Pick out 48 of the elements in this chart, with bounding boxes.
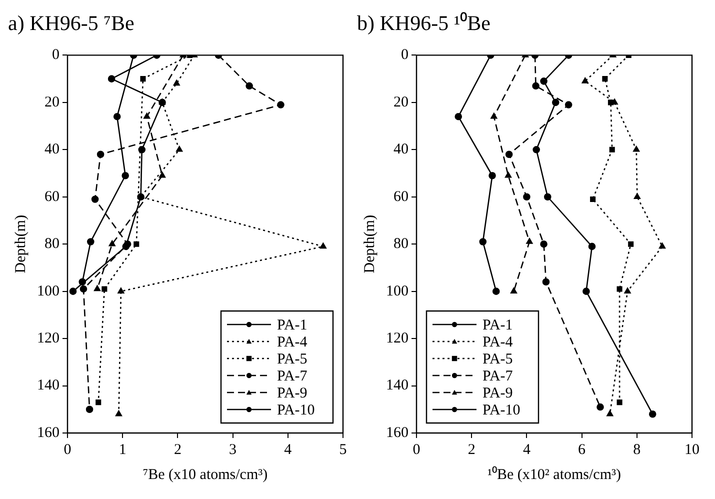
y-tick-label: 160 [37, 424, 60, 441]
x-tick-label: 4 [284, 442, 292, 458]
legend-label: PA-9 [277, 385, 308, 402]
x-tick-label: 5 [339, 442, 347, 458]
x-axis-title: ¹⁰Be (x10² atoms/cm³) [488, 466, 621, 483]
legend-label: PA-4 [482, 334, 514, 350]
x-tick-label: 8 [633, 442, 641, 458]
y-axis-title: Depth(m) [12, 214, 29, 274]
y-tick-label: 60 [44, 188, 60, 205]
legend-label: PA-1 [277, 317, 308, 334]
y-tick-label: 40 [44, 142, 60, 158]
legend-label: PA-4 [277, 334, 308, 350]
x-tick-label: 2 [468, 442, 476, 458]
x-tick-label: 10 [684, 442, 700, 458]
legend-label: PA-9 [482, 385, 513, 402]
legend-label: PA-7 [277, 368, 308, 384]
x-tick-label: 2 [174, 442, 182, 458]
y-tick-label: 100 [37, 283, 60, 300]
x-axis-title: ⁷Be (x10 atoms/cm³) [142, 466, 268, 483]
y-tick-label: 140 [386, 378, 408, 394]
y-tick-label: 40 [394, 142, 408, 158]
chart-title: b) KH96-5 ¹⁰Be [357, 11, 490, 36]
legend-label: PA-10 [482, 402, 520, 418]
y-tick-label: 140 [37, 378, 60, 394]
y-tick-label: 60 [394, 188, 408, 205]
x-tick-label: 3 [229, 442, 237, 458]
y-tick-label: 80 [394, 236, 408, 252]
y-tick-label: 80 [44, 236, 60, 252]
chart-title: a) KH96-5 ⁷Be [8, 11, 134, 36]
x-tick-label: 6 [578, 442, 586, 458]
x-tick-label: 0 [64, 442, 72, 458]
legend-label: PA-1 [482, 317, 513, 334]
y-tick-label: 0 [401, 47, 408, 64]
legend-label: PA-5 [482, 351, 513, 368]
y-tick-label: 120 [37, 330, 60, 346]
x-tick-label: 4 [522, 442, 531, 458]
y-tick-label: 20 [44, 94, 60, 110]
y-tick-label: 100 [386, 283, 408, 300]
legend-label: PA-7 [482, 368, 514, 384]
x-tick-label: 1 [118, 442, 126, 458]
y-tick-label: 20 [394, 94, 408, 110]
x-tick-label: 0 [412, 442, 420, 458]
y-axis-title: Depth(m) [362, 214, 378, 274]
legend-label: PA-10 [277, 402, 315, 418]
y-tick-label: 0 [52, 47, 60, 64]
legend-label: PA-5 [277, 351, 308, 368]
y-tick-label: 120 [386, 330, 408, 346]
y-tick-label: 160 [386, 424, 408, 441]
